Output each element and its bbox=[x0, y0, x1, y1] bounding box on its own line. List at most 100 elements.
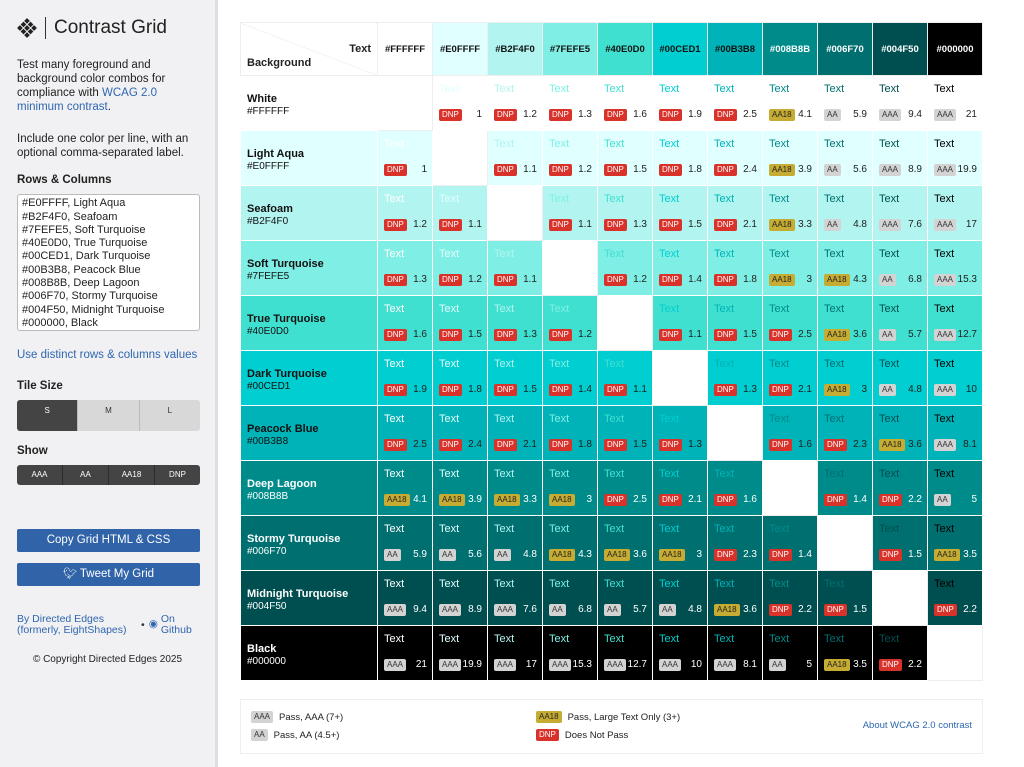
contrast-cell: Text AA18 3.5 bbox=[927, 515, 983, 571]
contrast-ratio: 1.8 bbox=[468, 384, 482, 395]
contrast-ratio: 4.8 bbox=[908, 384, 922, 395]
contrast-cell: Text AA18 3 bbox=[652, 515, 708, 571]
show-aa-toggle[interactable]: AA bbox=[63, 465, 109, 485]
show-aa18-toggle[interactable]: AA18 bbox=[109, 465, 155, 485]
sample-text: Text bbox=[934, 83, 955, 95]
rating-badge: AA bbox=[824, 164, 841, 176]
row-hex: #000000 bbox=[247, 656, 286, 667]
row-label: Deep Lagoon #008B8B bbox=[240, 460, 378, 516]
grid-row: Peacock Blue #00B3B8 Text DNP 2.5 Text DNP 2.4 T… bbox=[240, 405, 983, 461]
rating-badge: DNP bbox=[714, 164, 737, 176]
rating-badge: AAA bbox=[934, 164, 957, 176]
contrast-ratio: 1.6 bbox=[743, 494, 757, 505]
rating-badge: DNP bbox=[934, 604, 957, 616]
contrast-ratio: 1.4 bbox=[688, 274, 702, 285]
column-header: #00CED1 bbox=[652, 22, 708, 76]
show-aaa-toggle[interactable]: AAA bbox=[17, 465, 63, 485]
empty-cell bbox=[597, 295, 653, 351]
contrast-cell: Text DNP 1.2 bbox=[542, 130, 598, 186]
rating-badge: DNP bbox=[659, 164, 682, 176]
contrast-ratio: 1.1 bbox=[688, 329, 702, 340]
contrast-cell: Text AA18 4.1 bbox=[377, 460, 433, 516]
row-name: Stormy Turquoise bbox=[247, 533, 341, 545]
rating-badge: AAA bbox=[659, 659, 682, 671]
contrast-cell: Text DNP 1.1 bbox=[432, 185, 488, 241]
contrast-ratio: 5.9 bbox=[853, 109, 867, 120]
tile-size-s[interactable]: S(80×80) bbox=[17, 400, 79, 431]
sample-text: Text bbox=[494, 578, 515, 590]
contrast-cell: Text DNP 1.5 bbox=[707, 295, 763, 351]
contrast-cell: Text DNP 1.3 bbox=[597, 185, 653, 241]
rows-heading: Rows & Columns bbox=[17, 174, 112, 186]
sample-text: Text bbox=[879, 193, 900, 205]
contrast-ratio: 1.3 bbox=[523, 329, 537, 340]
contrast-ratio: 3.6 bbox=[908, 439, 922, 450]
legend-item-aa: AA Pass, AA (4.5+) bbox=[251, 729, 339, 741]
legend-label: Pass, AA (4.5+) bbox=[273, 729, 340, 741]
rating-badge: AAA bbox=[934, 384, 957, 396]
legend-item-aaa: AAA Pass, AAA (7+) bbox=[251, 711, 343, 723]
rating-badge: AA18 bbox=[769, 164, 795, 176]
contrast-cell: Text AAA 9.4 bbox=[377, 570, 433, 626]
contrast-cell: Text AA18 3 bbox=[542, 460, 598, 516]
contrast-cell: Text AA18 3.5 bbox=[817, 625, 873, 681]
legend-item-aa18: AA18 Pass, Large Text Only (3+) bbox=[536, 711, 680, 723]
rating-badge: DNP bbox=[439, 439, 462, 451]
tile-size-m[interactable]: M(100×100) bbox=[78, 400, 140, 431]
rating-badge: AA18 bbox=[604, 549, 630, 561]
contrast-ratio: 1.1 bbox=[523, 164, 537, 175]
about-wcag-link[interactable]: About WCAG 2.0 contrast bbox=[862, 720, 972, 731]
contrast-cell: Text DNP 2.2 bbox=[762, 570, 818, 626]
contrast-ratio: 1.4 bbox=[578, 384, 592, 395]
tile-size-label: S bbox=[44, 406, 50, 415]
sample-text: Text bbox=[714, 468, 735, 480]
contrast-cell: Text DNP 1.3 bbox=[542, 75, 598, 131]
colors-textarea[interactable]: #FFFFFF, White #E0FFFF, Light Aqua #B2F4… bbox=[17, 194, 200, 331]
contrast-ratio: 1.1 bbox=[633, 384, 647, 395]
contrast-ratio: 1.4 bbox=[798, 549, 812, 560]
contrast-ratio: 4.8 bbox=[688, 604, 702, 615]
rating-badge: AA bbox=[879, 384, 896, 396]
sample-text: Text bbox=[659, 523, 680, 535]
intro-copy: Test many foreground and background colo… bbox=[17, 59, 166, 99]
sample-text: Text bbox=[714, 358, 735, 370]
contrast-ratio: 2.3 bbox=[853, 439, 867, 450]
rating-badge: AA bbox=[549, 604, 566, 616]
github-link[interactable]: On Github bbox=[160, 613, 192, 636]
empty-cell bbox=[707, 405, 763, 461]
tweet-button[interactable]: 🐦︎ Tweet My Grid bbox=[17, 563, 200, 586]
contrast-ratio: 2.5 bbox=[743, 109, 757, 120]
contrast-cell: Text AA18 4.3 bbox=[817, 240, 873, 296]
show-dnp-toggle[interactable]: DNP bbox=[155, 465, 200, 485]
row-label: Soft Turquoise #7FEFE5 bbox=[240, 240, 378, 296]
wcag-link[interactable]: WCAG 2.0 minimum contrast bbox=[17, 87, 157, 113]
contrast-ratio: 3.9 bbox=[468, 494, 482, 505]
contrast-ratio: 1.2 bbox=[633, 274, 647, 285]
rating-badge: DNP bbox=[879, 549, 902, 561]
copy-grid-button[interactable]: Copy Grid HTML & CSS bbox=[17, 529, 200, 552]
rating-badge: DNP bbox=[549, 109, 572, 121]
contrast-ratio: 1.8 bbox=[743, 274, 757, 285]
rating-badge: DNP bbox=[714, 494, 737, 506]
legend-label: Does Not Pass bbox=[564, 729, 629, 741]
contrast-ratio: 2.5 bbox=[413, 439, 427, 450]
contrast-ratio: 21 bbox=[965, 109, 977, 120]
contrast-ratio: 1 bbox=[421, 164, 427, 175]
row-hex: #00B3B8 bbox=[247, 436, 289, 447]
directed-edges-link[interactable]: By Directed Edges (formerly, EightShapes… bbox=[17, 613, 127, 636]
empty-cell bbox=[542, 240, 598, 296]
tile-size-l[interactable]: L(150×150) bbox=[139, 400, 200, 431]
contrast-ratio: 1.5 bbox=[633, 164, 647, 175]
contrast-ratio: 3 bbox=[586, 494, 592, 505]
sample-text: Text bbox=[934, 468, 955, 480]
row-hex: #006F70 bbox=[247, 546, 287, 557]
contrast-cell: Text AA18 3.6 bbox=[707, 570, 763, 626]
rating-badge: AAA bbox=[934, 219, 957, 231]
row-hex: #E0FFFF bbox=[247, 161, 290, 172]
rating-badge: DNP bbox=[384, 329, 407, 341]
contrast-ratio: 2.3 bbox=[743, 549, 757, 560]
contrast-cell: Text AA18 4.3 bbox=[542, 515, 598, 571]
contrast-cell: Text DNP 1.9 bbox=[377, 350, 433, 406]
distinct-values-link[interactable]: Use distinct rows & columns values bbox=[17, 349, 198, 361]
sample-text: Text bbox=[769, 413, 790, 425]
